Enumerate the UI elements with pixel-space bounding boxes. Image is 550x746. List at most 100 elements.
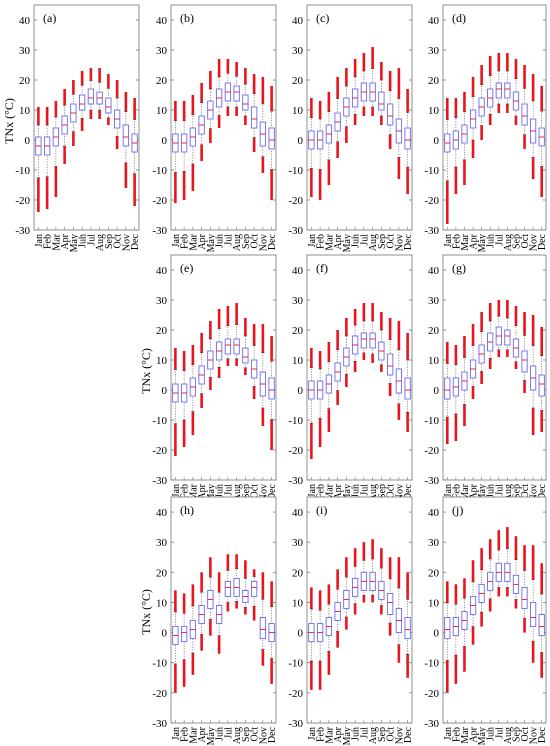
- month-label: Jun: [351, 234, 362, 248]
- y-tick-label: 0: [162, 385, 168, 397]
- month-label: Feb: [451, 234, 462, 249]
- panel-frame: [33, 4, 140, 231]
- month-label: Jan: [307, 234, 318, 247]
- box-apr: [334, 569, 341, 648]
- y-tick-label: 20: [19, 75, 31, 87]
- box-jul: [495, 53, 502, 113]
- month-label: Sep: [511, 234, 522, 249]
- month-label: Feb: [316, 234, 327, 249]
- box-aug: [233, 554, 240, 609]
- box-sep: [105, 74, 112, 125]
- box-sep: [512, 536, 520, 609]
- iqr-box: [180, 626, 188, 643]
- month-label: Jul: [223, 234, 234, 246]
- y-tick-label: 0: [434, 385, 440, 397]
- y-tick-label: -30: [288, 225, 303, 237]
- panel-label: (b): [180, 11, 194, 25]
- panel-frame: [442, 496, 547, 724]
- month-label: May: [342, 484, 353, 502]
- month-label: Mar: [188, 233, 199, 250]
- panel-f: -30 -20 -10 0 10 20 30 40 (f) JanFebMarAprMayJunJ…: [288, 254, 414, 502]
- box-jan: [172, 590, 179, 693]
- iqr-box: [538, 614, 545, 637]
- y-tick-label: 10: [292, 105, 304, 117]
- iqr-box: [242, 94, 249, 111]
- y-tick-label: 20: [156, 567, 168, 579]
- box-may: [70, 80, 77, 146]
- month-label: Aug: [368, 727, 379, 744]
- box-apr: [198, 572, 205, 651]
- iqr-box: [404, 127, 411, 150]
- box-jul: [360, 53, 368, 116]
- month-label: Jan: [171, 234, 182, 247]
- box-sep: [242, 318, 249, 375]
- box-jun: [487, 539, 494, 612]
- box-feb: [452, 98, 459, 194]
- iqr-box: [538, 374, 545, 397]
- box-jan: [308, 348, 315, 459]
- box-dec: [131, 98, 138, 206]
- panel-label: (i): [316, 503, 327, 517]
- y-tick-label: -10: [424, 658, 439, 670]
- iqr-box: [521, 350, 528, 373]
- month-label: Oct: [113, 234, 124, 249]
- box-may: [478, 65, 485, 140]
- box-oct: [250, 324, 258, 399]
- box-aug: [504, 53, 511, 113]
- month-label: May: [342, 234, 353, 252]
- panel-g: -30 -20 -10 0 10 20 30 40 (g) JanFebMarAprMayJunJ…: [424, 254, 548, 502]
- month-label: Jun: [351, 727, 362, 741]
- month-label: Dec: [267, 726, 278, 743]
- box-dec: [404, 572, 411, 678]
- month-label: Oct: [386, 234, 397, 249]
- iqr-box: [268, 377, 275, 400]
- month-label: May: [342, 727, 353, 745]
- box-feb: [180, 101, 188, 200]
- month-label: Jan: [307, 484, 318, 497]
- panel-frame: [170, 496, 277, 724]
- month-label: May: [206, 727, 217, 745]
- month-label: Apr: [333, 233, 344, 249]
- month-label: Jun: [486, 727, 497, 741]
- box-oct: [250, 74, 258, 152]
- box-aug: [233, 303, 240, 366]
- y-tick-label: -20: [152, 445, 167, 457]
- y-tick-label: -20: [152, 195, 167, 207]
- month-label: Apr: [469, 233, 480, 249]
- month-label: Jan: [443, 234, 454, 247]
- iqr-box: [224, 338, 232, 355]
- month-label: Sep: [241, 727, 252, 742]
- box-sep: [378, 548, 385, 615]
- iqr-box: [504, 329, 511, 346]
- month-label: Jul: [494, 234, 505, 246]
- y-tick-label: 10: [292, 355, 304, 367]
- month-label: Jan: [443, 727, 454, 740]
- month-label: Jul: [359, 234, 370, 246]
- y-tick-label: -10: [152, 165, 167, 177]
- y-tick-label: 0: [298, 628, 304, 640]
- y-tick-label: -10: [15, 165, 30, 177]
- month-label: Jan: [34, 234, 45, 247]
- month-label: Dec: [537, 233, 548, 250]
- box-jan: [172, 101, 179, 203]
- iqr-box: [268, 127, 275, 150]
- box-oct: [386, 71, 394, 149]
- iqr-box: [250, 580, 258, 597]
- month-label: Apr: [469, 483, 480, 499]
- iqr-box: [521, 103, 528, 126]
- box-aug: [504, 300, 511, 357]
- box-jan: [444, 98, 451, 224]
- box-apr: [469, 560, 477, 645]
- y-tick-label: -20: [288, 688, 303, 700]
- month-label: Oct: [386, 484, 397, 499]
- iqr-box: [404, 377, 411, 400]
- box-jan: [308, 587, 315, 690]
- box-dec: [268, 581, 275, 684]
- box-feb: [316, 101, 324, 200]
- box-nov: [395, 68, 403, 179]
- box-mar: [325, 342, 333, 432]
- month-label: Aug: [232, 727, 243, 744]
- month-label: Sep: [104, 234, 115, 249]
- panel-i: -30 -20 -10 0 10 20 30 40 (i) JanFebMarAprMayJunJ…: [288, 496, 414, 745]
- y-tick-label: 10: [428, 597, 440, 609]
